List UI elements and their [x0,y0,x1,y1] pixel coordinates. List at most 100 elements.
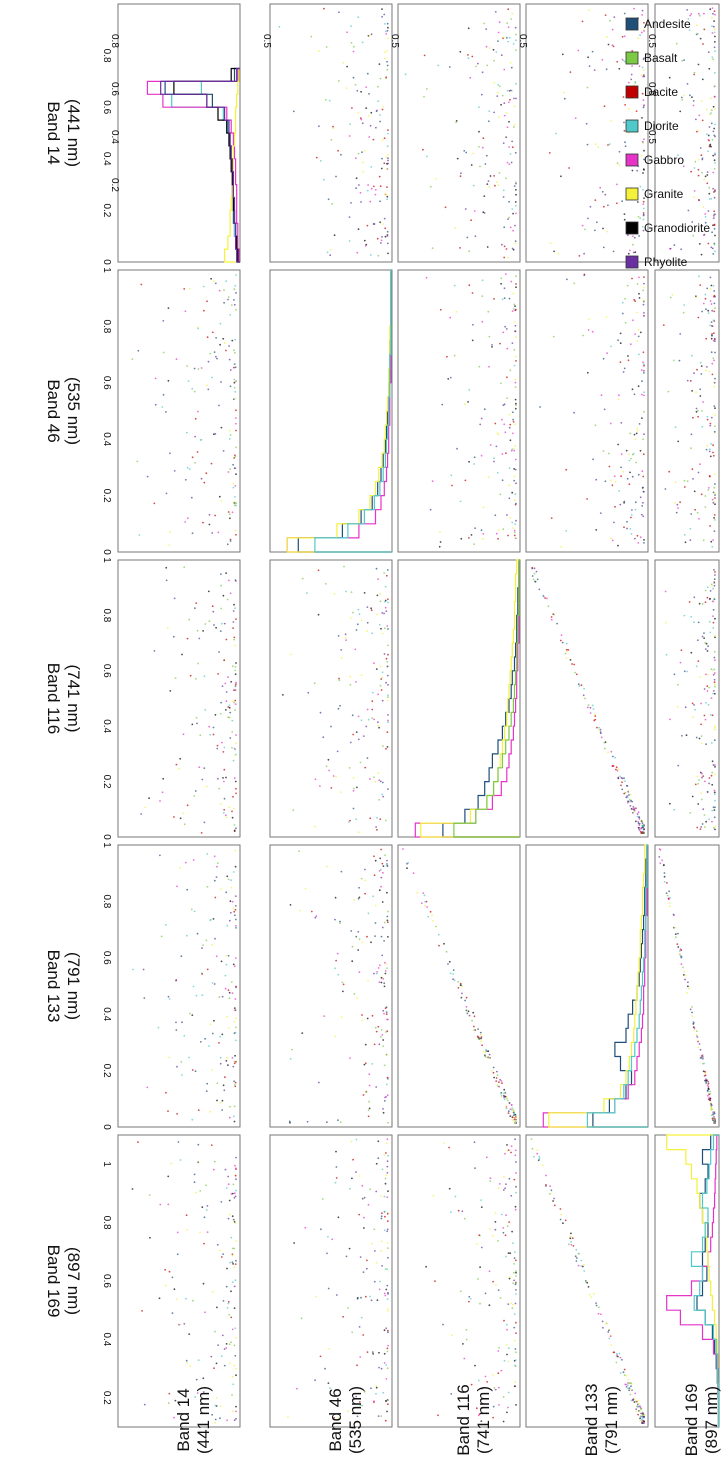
data-point [384,1007,387,1010]
data-point [339,1121,342,1124]
data-point [221,1033,224,1036]
data-point [533,567,536,570]
data-point [615,768,617,771]
data-point [186,365,189,367]
data-point [704,826,706,828]
data-point [459,175,462,178]
data-point [386,1242,389,1244]
data-point [228,1213,231,1216]
data-point [199,1231,202,1234]
data-point [386,198,388,201]
data-point [632,251,635,254]
data-point [362,161,365,164]
legend-item-basalt: Basalt [625,51,678,65]
data-point [641,470,644,473]
data-point [382,1108,384,1110]
data-point [538,1155,541,1158]
data-point [351,1177,353,1180]
data-point [713,210,716,213]
data-point [496,1084,499,1086]
data-point [512,1110,515,1113]
data-point [334,967,336,970]
data-point [508,36,511,39]
data-point [637,542,640,544]
data-point [221,1334,224,1337]
data-point [511,448,514,451]
data-point [234,1085,237,1088]
data-point [337,1417,340,1419]
data-point [473,463,475,465]
data-point [514,240,517,243]
data-point [642,188,644,191]
data-point [713,290,716,292]
panel-frame [117,559,241,838]
data-point [603,741,606,744]
data-point [208,620,211,623]
data-point [471,1019,473,1022]
data-point [467,401,469,403]
data-point [513,1112,515,1115]
data-point [370,33,373,36]
data-point [183,823,186,826]
data-point [714,414,716,416]
data-point [366,757,369,759]
data-point [637,473,640,476]
data-point [689,14,692,17]
data-point [642,218,645,221]
data-point [634,1392,637,1395]
data-point [228,704,231,707]
data-point [141,1310,144,1312]
data-point [231,1261,234,1264]
data-point [628,1387,631,1390]
data-point [696,130,698,133]
data-point [349,123,351,125]
data-point [175,358,178,361]
data-point [357,738,360,741]
scatter-points [132,849,237,1123]
data-point [633,236,636,239]
data-point [603,105,606,108]
data-point [381,108,384,111]
data-point [642,212,645,214]
data-point [710,1114,713,1117]
data-point [479,423,482,426]
data-point [361,1014,363,1016]
data-point [698,602,701,605]
data-point [344,633,347,636]
data-point [706,596,709,599]
data-point [379,185,382,188]
data-point [503,423,506,426]
data-point [225,1060,228,1062]
data-point [197,327,200,330]
data-point [506,1099,509,1102]
data-point [511,411,514,414]
data-point [473,543,475,546]
data-point [580,1259,583,1262]
data-point [707,150,709,153]
data-point [387,684,389,686]
data-point [690,615,693,618]
data-point [697,12,700,15]
data-point [360,1316,363,1319]
data-point [708,126,711,128]
data-point [700,100,703,102]
data-point [506,36,508,39]
data-point [360,719,363,722]
data-point [219,1062,222,1065]
data-point [377,693,379,696]
data-point [385,1031,387,1033]
data-point [712,25,715,28]
data-point [233,1105,236,1108]
data-point [220,622,223,625]
data-point [422,148,424,151]
legend-label: Granodiorite [644,221,710,235]
data-point [216,1397,218,1399]
data-point [642,299,645,302]
data-point [477,1028,479,1030]
data-point [480,1246,483,1249]
data-point [384,1419,387,1422]
data-point [424,904,426,907]
data-point [233,349,235,352]
data-point [374,193,377,196]
data-point [623,129,626,132]
